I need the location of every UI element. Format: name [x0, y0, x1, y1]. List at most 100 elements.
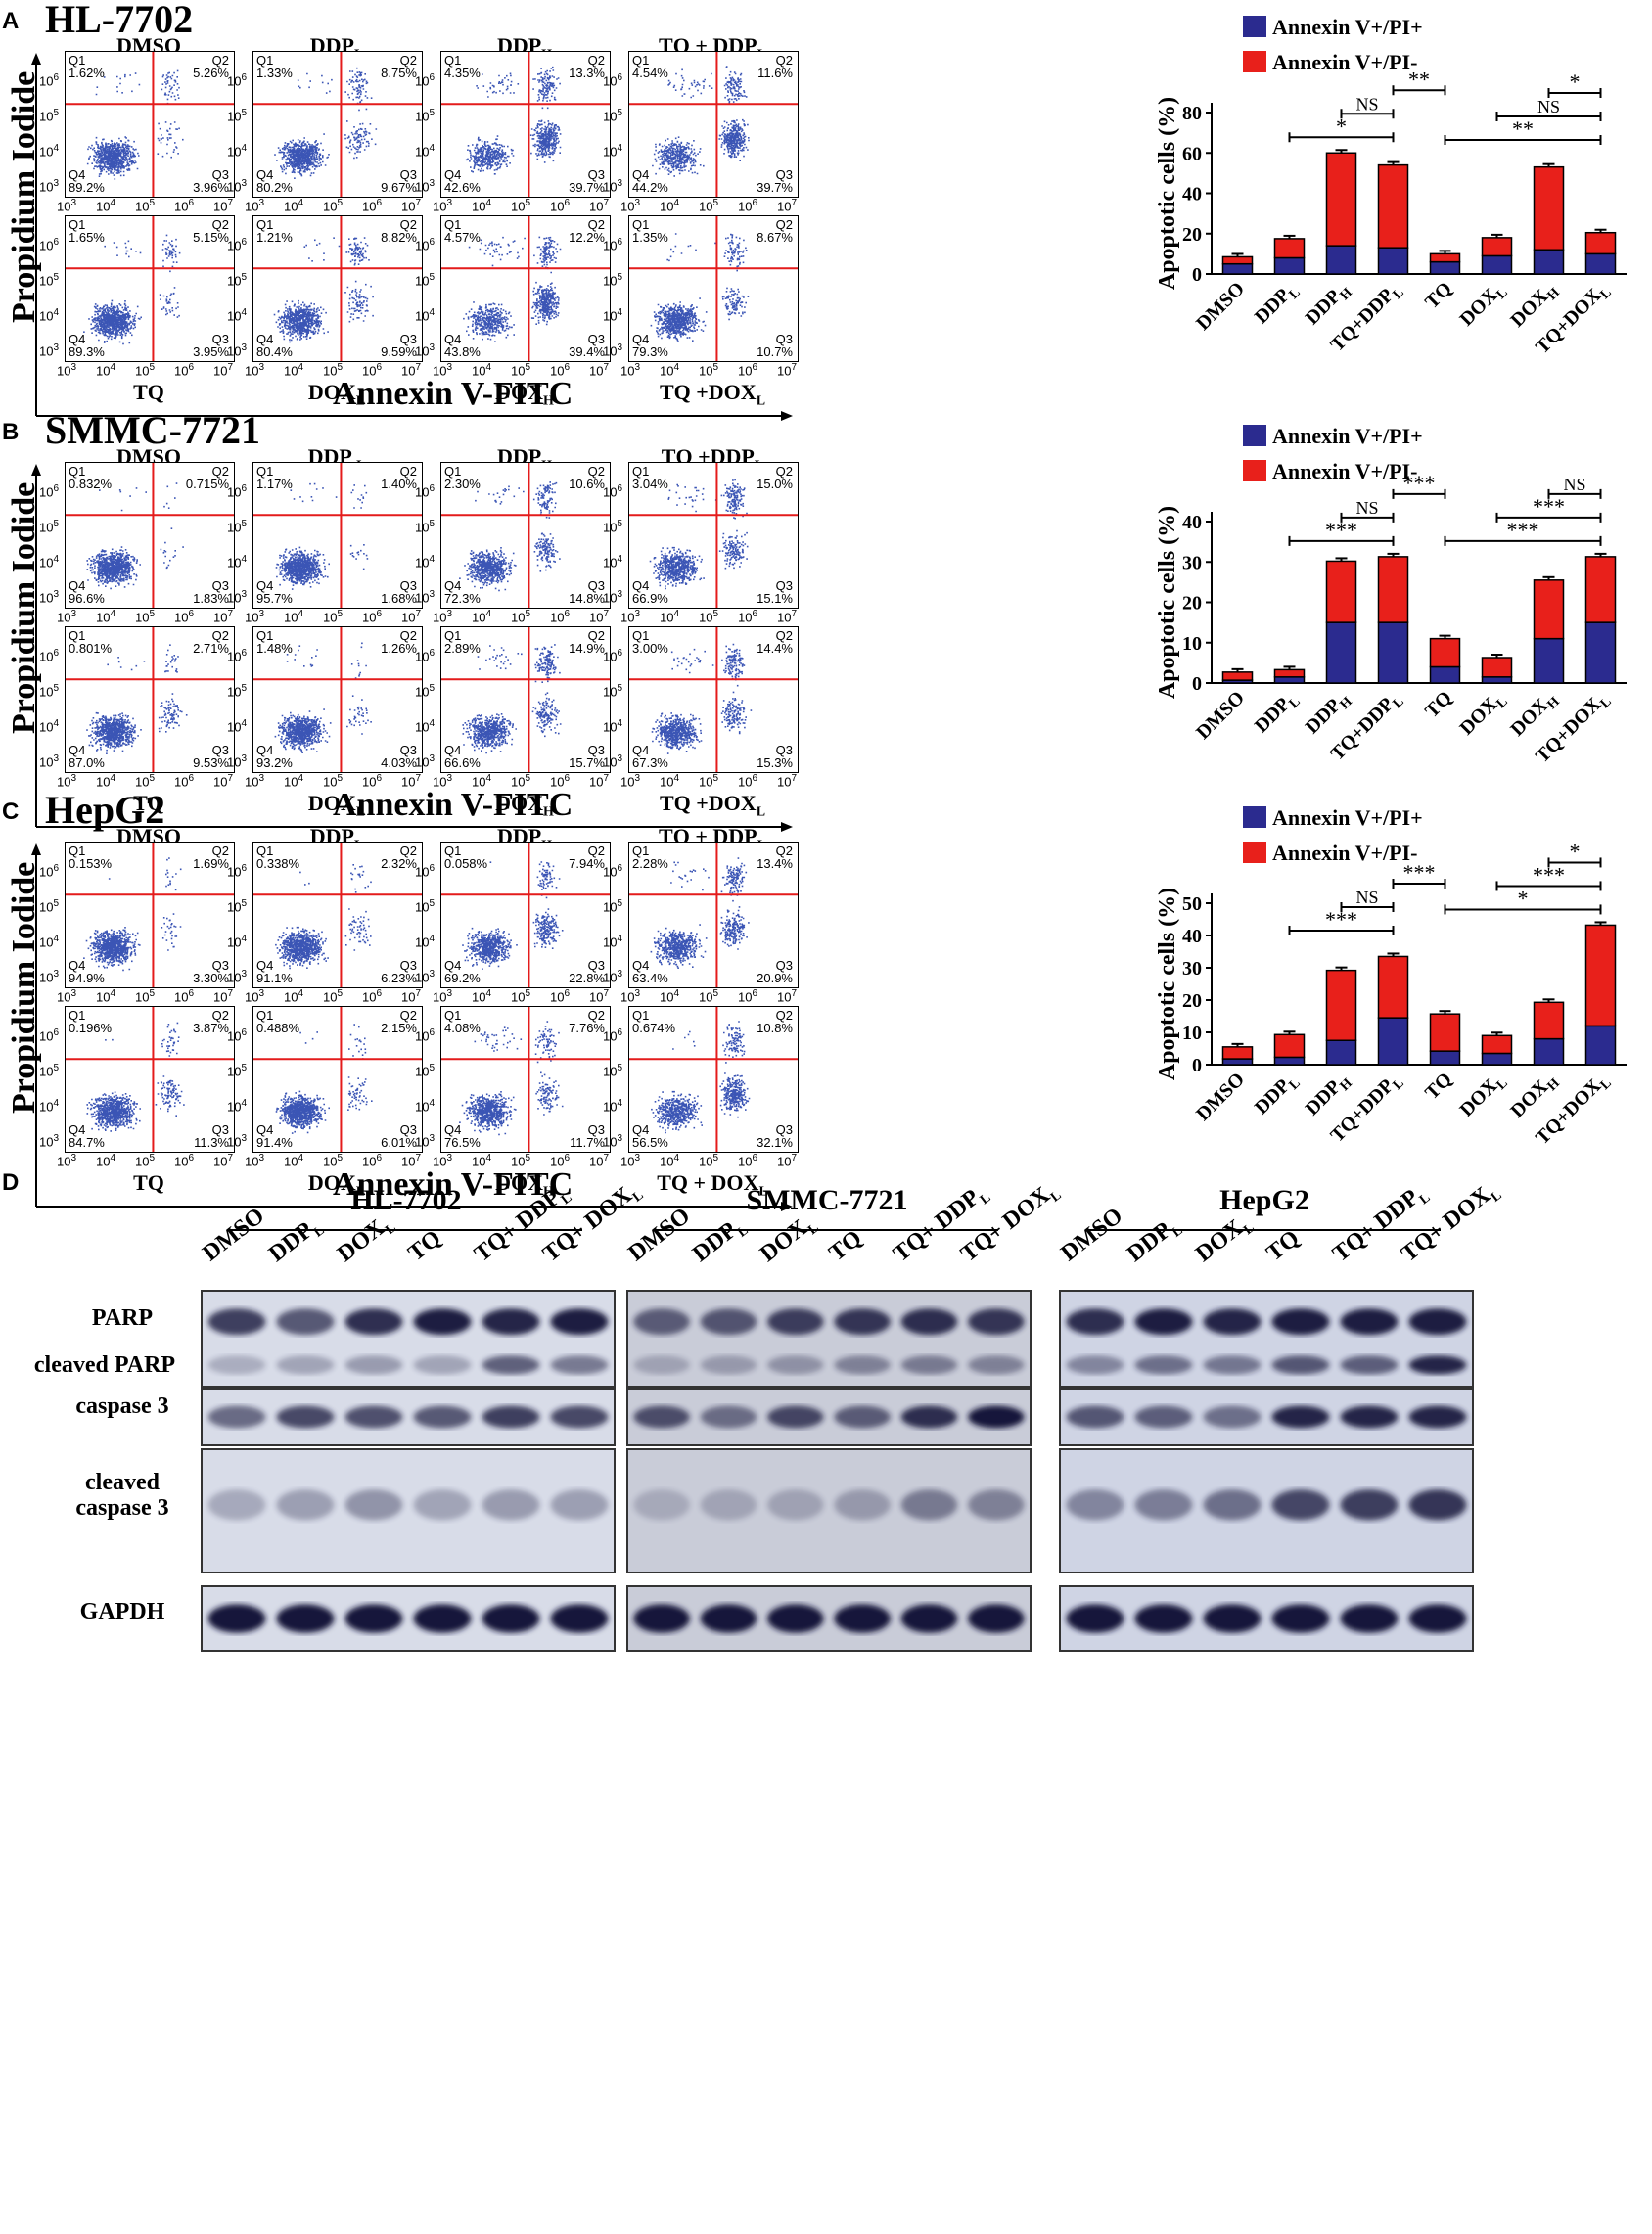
y-tick-label: 30: [1182, 958, 1202, 980]
blot-group-title: SMMC-7721: [746, 1184, 908, 1216]
x-axis-arrowhead: [781, 822, 793, 832]
quadrant-q2-label: Q2: [775, 628, 793, 643]
x-tick-label: 106: [174, 609, 195, 625]
bar-segment: [1533, 1037, 1565, 1066]
label-main: DOX: [307, 1170, 356, 1195]
x-tick-label: 104: [472, 988, 492, 1005]
blot-bands: [633, 1405, 1025, 1429]
y-tick-label: 106: [603, 1027, 623, 1044]
flow-events: [86, 69, 184, 180]
x-tick-label: 103: [433, 988, 453, 1005]
significance-bracket: *: [1288, 114, 1395, 143]
y-tick-label: 106: [39, 237, 60, 253]
protein-band: [1203, 1489, 1262, 1521]
category-label: TQ+DOXL: [1532, 1069, 1615, 1152]
y-tick-label: 20: [1182, 990, 1202, 1012]
lane-label: DOXL: [1191, 1209, 1258, 1271]
quadrant-q4-label: Q4: [69, 743, 86, 757]
flow-scatter: [629, 1007, 798, 1152]
y-tick-label: 103: [415, 753, 436, 770]
category-label: DDPL: [1251, 278, 1304, 331]
y-tick-label: 106: [415, 483, 436, 500]
y-tick-label: 104: [415, 307, 436, 324]
label-main: DOX: [495, 380, 543, 404]
protein-band: [413, 1355, 472, 1375]
bar-segment: [1221, 262, 1254, 275]
protein-band: [1066, 1308, 1124, 1336]
row-label-caspase3: caspase 3: [75, 1393, 169, 1419]
quadrant-q4-label: Q4: [69, 332, 86, 346]
x-tick-label: 105: [699, 988, 719, 1005]
bar-segment: [1584, 924, 1617, 1027]
cell-line-title: HepG2: [45, 788, 165, 832]
y-axis-label: Propidium Iodide: [6, 861, 42, 1114]
lane-label: DOXL: [333, 1209, 399, 1271]
x-tick-label: 104: [284, 773, 304, 790]
y-tick-label: 105: [39, 683, 60, 700]
y-tick-label: 103: [227, 178, 248, 195]
quadrant-q2-label: Q2: [775, 1008, 793, 1023]
y-tick-label: 103: [603, 178, 623, 195]
quadrant-q4-label: Q4: [256, 332, 274, 346]
y-axis-label: Apoptotic cells (%): [1155, 506, 1180, 699]
y-tick-label: 0: [1192, 264, 1202, 286]
x-tick-label: 105: [135, 1153, 156, 1169]
bar-segment: [1273, 256, 1306, 275]
significance-bracket: NS: [1340, 888, 1395, 912]
blot-bands: [207, 1308, 609, 1375]
x-tick-label: 104: [660, 609, 680, 625]
flow-plot: Q1 0.832% Q2 0.715% Q4 96.6% Q3 1.83%: [65, 462, 235, 609]
quadrant-q1-label: Q1: [69, 1008, 86, 1023]
x-tick-label: 104: [284, 988, 304, 1005]
quadrant-q3-label: Q3: [775, 1122, 793, 1137]
quadrant-q3-value: 14.8%: [569, 591, 605, 606]
bar-segment: [1273, 668, 1306, 678]
bar-segment: [1533, 249, 1565, 275]
quadrant-q4-value: 93.2%: [256, 755, 293, 770]
significance-bracket: NS: [1547, 475, 1602, 499]
protein-band: [1340, 1604, 1399, 1633]
legend-swatch: [1243, 425, 1266, 446]
blot-group-title: HL-7702: [350, 1184, 462, 1216]
x-tick-label: 103: [620, 773, 641, 790]
category-label: DOXL: [1455, 1069, 1510, 1123]
x-tick-label: 106: [550, 988, 571, 1005]
y-tick-label: 106: [227, 1027, 248, 1044]
panel-letter-c: C: [2, 798, 20, 825]
flow-scatter: [629, 463, 798, 608]
quadrant-q3-value: 10.7%: [757, 344, 793, 359]
y-tick-label: 105: [39, 272, 60, 289]
quadrant-q4-label: Q4: [69, 167, 86, 182]
x-tick-label: 105: [511, 988, 531, 1005]
flow-events: [459, 1021, 564, 1136]
x-axis-arrowhead: [781, 411, 793, 421]
y-tick-label: 104: [603, 934, 623, 950]
x-tick-label: 106: [174, 773, 195, 790]
x-tick-label: 105: [511, 198, 531, 214]
y-tick-label: 103: [603, 969, 623, 985]
y-tick-label: 104: [227, 718, 248, 735]
quadrant-q2-label: Q2: [587, 628, 605, 643]
x-tick-label: 107: [213, 609, 234, 625]
x-tick-label: 105: [511, 609, 531, 625]
significance-bracket: *: [1547, 839, 1602, 868]
x-tick-label: 106: [738, 773, 758, 790]
quadrant-q2-value: 1.69%: [193, 856, 229, 871]
y-tick-label: 104: [39, 307, 60, 324]
quadrant-q1-value: 0.058%: [444, 856, 488, 871]
x-tick-label: 105: [135, 988, 156, 1005]
y-tick-label: 103: [227, 1133, 248, 1150]
quadrant-q3-value: 11.7%: [570, 1135, 605, 1150]
blot-membrane: [1059, 1448, 1474, 1573]
flow-plot: Q1 4.08% Q2 7.76% Q4 76.5% Q3 11.7%: [440, 1006, 611, 1153]
protein-band: [1134, 1604, 1193, 1633]
x-tick-label: 103: [57, 198, 77, 214]
quadrant-q3-label: Q3: [587, 578, 605, 593]
quadrant-q3-value: 1.83%: [193, 591, 229, 606]
quadrant-q2-value: 8.75%: [381, 66, 417, 80]
x-tick-label: 103: [433, 609, 453, 625]
flow-scatter: [66, 216, 234, 361]
x-tick-label: 104: [284, 198, 304, 214]
flow-scatter: [253, 1007, 422, 1152]
lane-label: DOXL: [756, 1209, 822, 1271]
